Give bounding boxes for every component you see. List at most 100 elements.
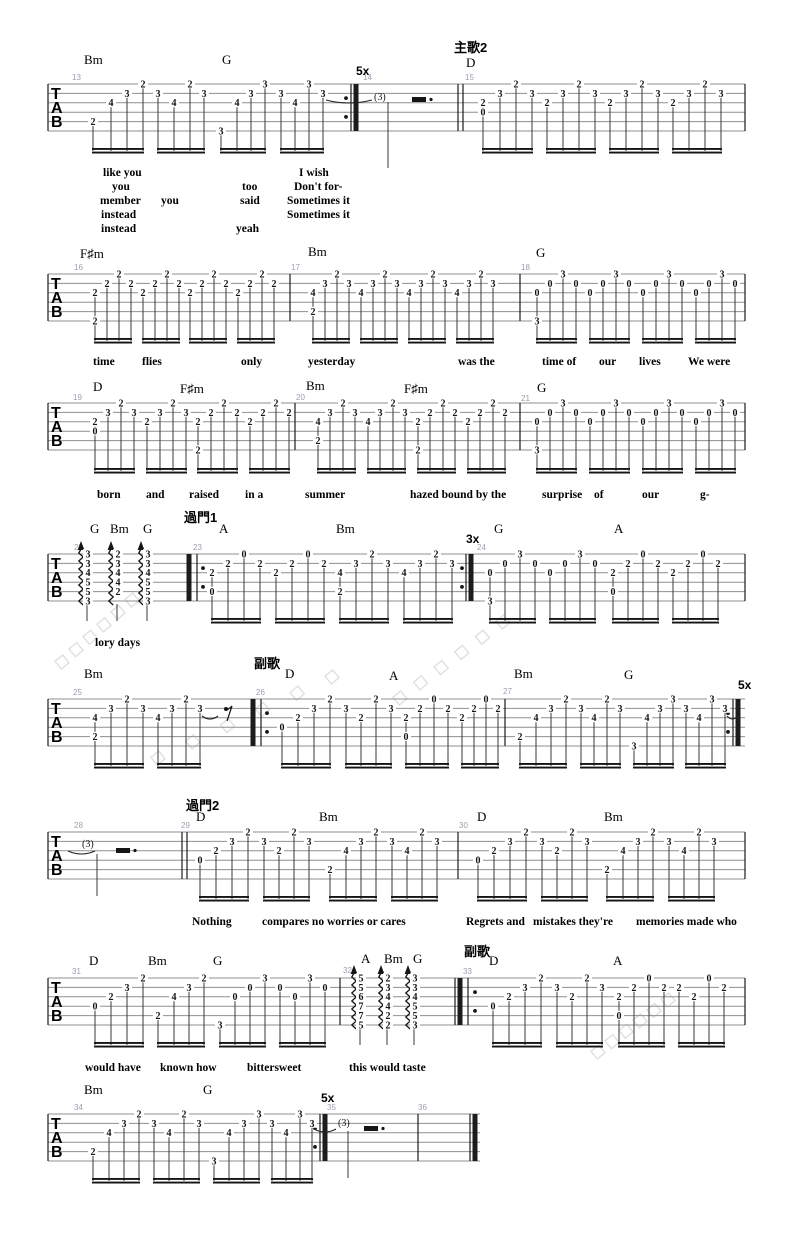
fret-mask [717,398,727,408]
fret-mask [232,98,242,108]
fret-number: 2 [145,417,150,428]
beam [456,338,494,340]
beam [94,341,132,344]
fret-mask [644,973,654,983]
fret-number: 2 [93,732,98,743]
tab-clef-letter: A [51,570,63,587]
lyric-text: instead [101,223,137,235]
fret-mask [704,407,714,417]
fret-number: 5 [146,578,151,589]
beam [461,766,499,769]
thin-barline [289,274,291,321]
fret-mask [325,407,335,417]
fret-number: 0 [588,417,593,428]
watermark-mark [391,689,409,707]
chord-label: Bm [336,521,355,536]
fret-number: 2 [716,559,721,570]
thin-barline [454,978,456,1025]
fret-mask [536,973,546,983]
beam [685,763,726,765]
fret-number: 2 [453,408,458,419]
fret-number: 0 [404,732,409,743]
fret-number: 0 [548,568,553,579]
fret-number: 0 [694,288,699,299]
fret-number: 0 [481,108,486,119]
beam [672,151,722,154]
beam [492,1042,542,1044]
fret-number: 2 [431,269,436,280]
beam [213,1178,260,1180]
beam [408,338,446,340]
fret-number: 5 [359,983,364,994]
fret-number: 3 [723,704,728,715]
fret-mask [304,836,314,846]
fret-mask [532,316,542,326]
thin-barline [181,832,183,879]
fret-number: 3 [156,89,161,100]
fret-mask [624,407,634,417]
chord-label: D [477,809,486,824]
section-title: 副歌 [464,944,491,959]
fret-number: 0 [654,408,659,419]
beam [317,468,356,470]
fret-mask [730,407,740,417]
fret-number: 2 [261,408,266,419]
beam [220,151,266,154]
beam [519,763,567,765]
beam [685,766,726,769]
tie-slur [201,715,219,720]
beam [329,899,377,902]
fret-number: 3 [667,398,672,409]
watermark-mark [589,1043,607,1061]
fret-mask [638,417,648,427]
fret-number: 0 [484,694,489,705]
lyric-text: Sometimes it [287,209,350,221]
fret-mask [571,278,581,288]
strum-arrow-up-icon [350,965,358,974]
beam [146,468,187,470]
fret-number: 3 [585,837,590,848]
beam [580,766,621,769]
beam [556,1045,603,1048]
fret-number: 2 [491,398,496,409]
fret-mask [335,586,345,596]
repeat-dot [344,115,348,119]
fret-mask [153,88,163,98]
beam [249,471,290,474]
fret-number: 2 [570,992,575,1003]
beam [142,341,180,344]
fret-number: 3 [390,837,395,848]
fret-mask [309,703,319,713]
fret-number: 0 [476,856,481,867]
lyric-text: lives [639,356,661,368]
fret-mask [574,79,584,89]
fret-number: 2 [466,417,471,428]
fret-mask [211,846,221,856]
beam [417,468,456,470]
fret-number: 0 [563,559,568,570]
fret-mask [383,992,393,1002]
fret-number: 7 [359,1002,364,1013]
beam [94,338,132,340]
fret-mask [532,445,542,455]
fret-mask [677,407,687,417]
fret-mask [313,417,323,427]
fret-number: 0 [248,983,253,994]
fret-mask [704,973,714,983]
fret-number: 3 [270,1119,275,1130]
fret-number: 4 [107,1128,112,1139]
thin-barline [47,832,49,879]
beam [142,338,180,340]
watermark-mark [617,1023,635,1040]
beam [312,338,350,340]
fret-number: 3 [219,126,224,137]
fret-mask [383,558,393,568]
fret-mask [88,1146,98,1156]
fret-mask [356,982,366,992]
fret-mask [153,713,163,723]
beam [197,468,238,470]
fret-mask [629,741,639,751]
repeat-dot [265,711,269,715]
thin-barline [339,978,341,1025]
fret-number: 3 [170,704,175,715]
